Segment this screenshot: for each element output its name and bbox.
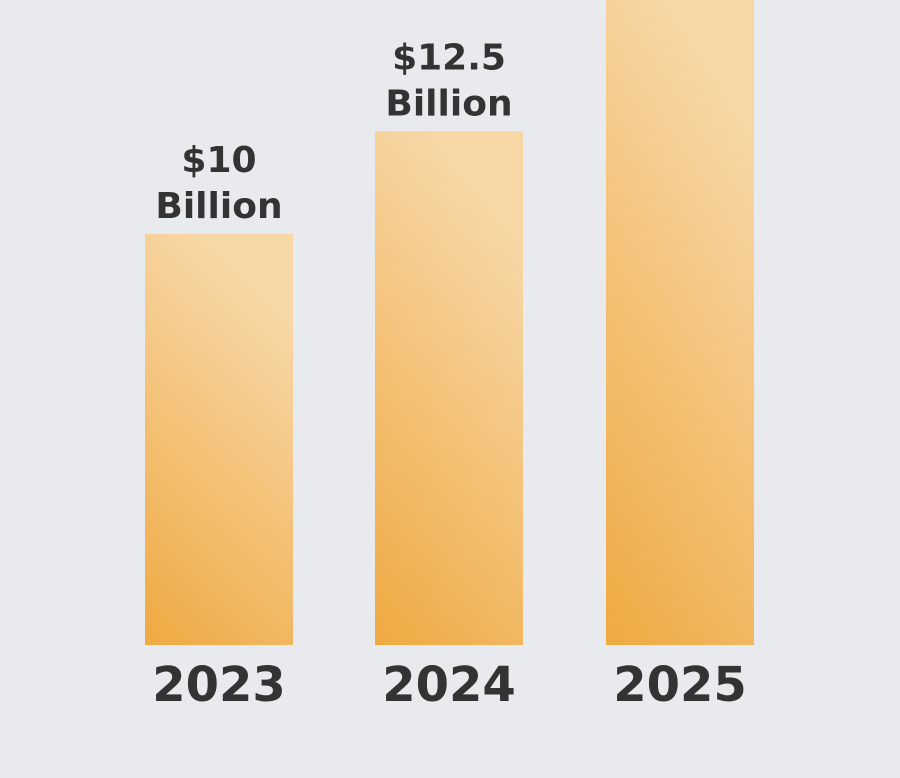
bars-layer xyxy=(145,0,754,645)
data-label-2024-line-2: Billion xyxy=(385,83,512,124)
data-label-2024-line-1: $12.5 xyxy=(392,37,506,78)
bar-2025 xyxy=(606,0,754,645)
bar-2023 xyxy=(145,234,293,645)
data-label-2023-line-2: Billion xyxy=(155,186,282,227)
x-tick-label-2023: 2023 xyxy=(152,657,286,713)
x-axis-tick-labels: 2023 2024 2025 xyxy=(152,657,747,713)
x-tick-label-2024: 2024 xyxy=(382,657,516,713)
bar-2024 xyxy=(375,131,523,645)
x-tick-label-2025: 2025 xyxy=(613,657,747,713)
data-label-2023-line-1: $10 xyxy=(181,140,256,181)
